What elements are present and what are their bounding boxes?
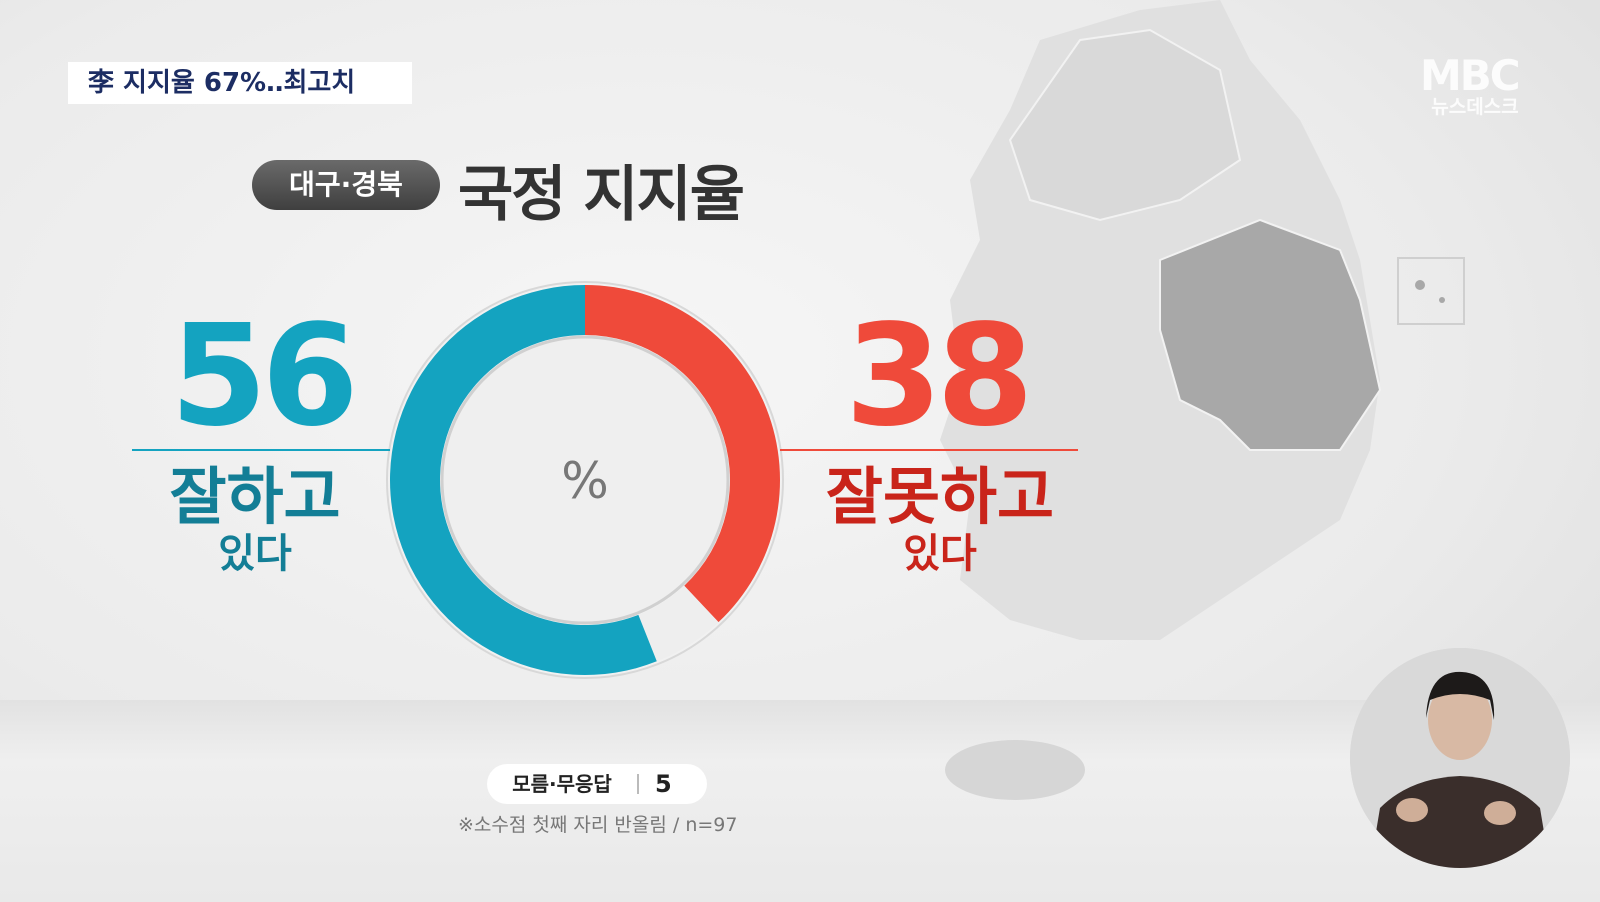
news-caption: 李 지지율 67%‥최고치 bbox=[68, 62, 412, 104]
negative-line bbox=[780, 449, 1078, 451]
mbc-logo: MBC 뉴스데스크 bbox=[1420, 51, 1521, 119]
slice-negative bbox=[585, 285, 781, 623]
background-floor bbox=[0, 700, 1600, 902]
donut-chart: % bbox=[386, 281, 784, 679]
korea-map bbox=[940, 0, 1465, 800]
positive-label: 잘하고 있다 bbox=[169, 460, 341, 577]
interpreter-figure bbox=[1350, 648, 1570, 868]
negative-label: 잘못하고 있다 bbox=[825, 460, 1055, 577]
unknown-badge: 모름·무응답 5 bbox=[487, 764, 707, 804]
footnote: ※소수점 첫째 자리 반올림 / n=97 bbox=[458, 814, 738, 836]
positive-value: 56 bbox=[170, 295, 359, 458]
positive-line bbox=[132, 449, 390, 451]
slice-positive bbox=[390, 285, 657, 675]
region-badge: 대구·경북 bbox=[252, 160, 440, 210]
chart-title: 국정 지지율 bbox=[458, 160, 745, 230]
center-percent-label: % bbox=[561, 452, 609, 510]
negative-value: 38 bbox=[845, 295, 1034, 458]
sign-language-interpreter bbox=[1350, 648, 1570, 868]
slice-unknown bbox=[638, 585, 719, 662]
divider bbox=[637, 774, 639, 794]
